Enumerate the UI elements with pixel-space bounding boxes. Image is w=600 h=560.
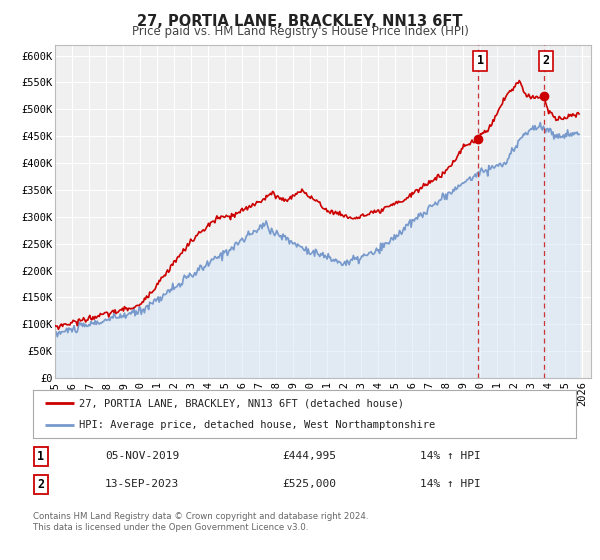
Text: Contains HM Land Registry data © Crown copyright and database right 2024.
This d: Contains HM Land Registry data © Crown c… [33,512,368,532]
Text: 14% ↑ HPI: 14% ↑ HPI [420,451,481,461]
Text: 14% ↑ HPI: 14% ↑ HPI [420,479,481,489]
Text: 2: 2 [542,54,550,67]
Text: 1: 1 [477,54,484,67]
Text: 27, PORTIA LANE, BRACKLEY, NN13 6FT (detached house): 27, PORTIA LANE, BRACKLEY, NN13 6FT (det… [79,398,404,408]
Text: 27, PORTIA LANE, BRACKLEY, NN13 6FT: 27, PORTIA LANE, BRACKLEY, NN13 6FT [137,14,463,29]
Text: £444,995: £444,995 [282,451,336,461]
Text: Price paid vs. HM Land Registry's House Price Index (HPI): Price paid vs. HM Land Registry's House … [131,25,469,38]
Text: £525,000: £525,000 [282,479,336,489]
Text: 1: 1 [37,450,44,463]
Text: 13-SEP-2023: 13-SEP-2023 [105,479,179,489]
Text: 05-NOV-2019: 05-NOV-2019 [105,451,179,461]
Text: HPI: Average price, detached house, West Northamptonshire: HPI: Average price, detached house, West… [79,420,436,430]
Text: 2: 2 [37,478,44,491]
